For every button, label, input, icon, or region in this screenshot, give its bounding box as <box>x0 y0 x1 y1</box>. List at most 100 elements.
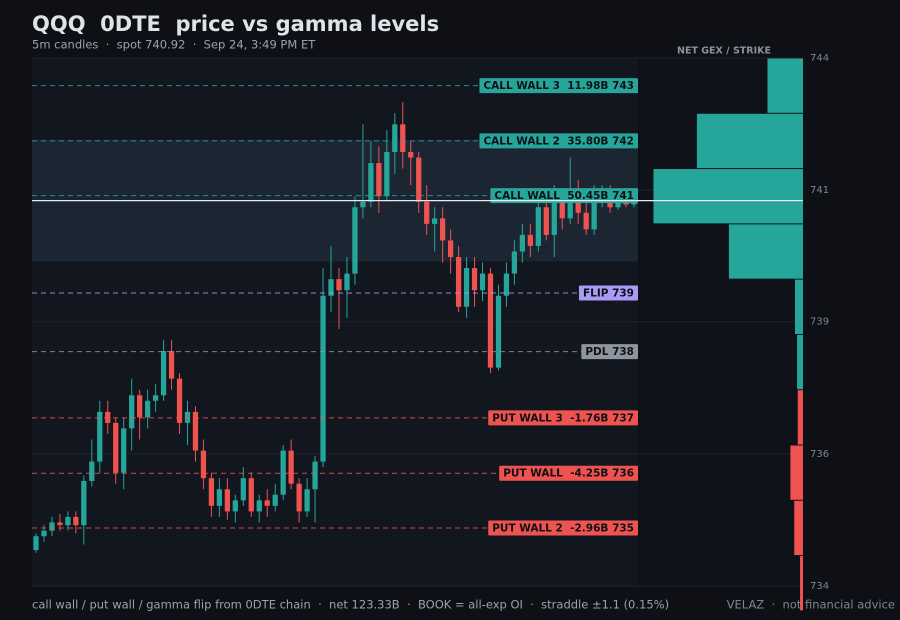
candle-body <box>113 422 119 473</box>
gex-bar <box>728 224 803 279</box>
candle-body <box>471 268 478 291</box>
gex-title: NET GEX / STRIKE <box>677 46 771 57</box>
candle-body <box>551 201 557 235</box>
chart-title: QQQ 0DTE price vs gamma levels <box>32 12 439 36</box>
candle-body <box>591 196 597 230</box>
candle-body <box>400 124 406 152</box>
candle-body <box>511 251 518 274</box>
candle-body <box>152 395 159 401</box>
candle-body <box>368 163 374 202</box>
level-label: PUT WALL 2 -2.96B 735 <box>492 522 634 534</box>
candle-body <box>487 273 494 368</box>
candle-body <box>543 207 549 235</box>
candle-body <box>33 536 39 551</box>
y-tick-label: 734 <box>810 581 829 592</box>
candle-body <box>376 163 382 197</box>
gex-bar <box>794 500 803 556</box>
gex-bar <box>797 334 803 390</box>
candle-body <box>129 395 135 429</box>
candle-body <box>200 450 207 479</box>
candle-body <box>248 478 254 512</box>
chart-subtitle: 5m candles · spot 740.92 · Sep 24, 3:49 … <box>32 38 316 52</box>
gex-bar <box>790 445 803 500</box>
candle-body <box>432 218 438 224</box>
footer: call wall / put wall / gamma flip from 0… <box>32 598 669 612</box>
candle-body <box>41 530 47 537</box>
candle-body <box>479 273 486 291</box>
candle-body <box>559 201 565 219</box>
candle-body <box>144 400 151 418</box>
candle-body <box>208 478 215 506</box>
candle-body <box>89 461 95 481</box>
candle-body <box>455 257 462 307</box>
candle-body <box>280 450 286 495</box>
candle-body <box>447 240 454 258</box>
candle-body <box>336 279 342 291</box>
candle-body <box>535 207 541 246</box>
level-label-box <box>499 465 638 481</box>
level-label-box <box>490 188 638 204</box>
level-label: CALL WALL 3 11.98B 743 <box>483 80 634 92</box>
y-tick-label: 741 <box>810 185 829 196</box>
candle-body <box>463 268 470 307</box>
candle-body <box>527 234 533 246</box>
level-label: PUT WALL -4.25B 736 <box>503 468 634 480</box>
gex-bar <box>800 556 803 611</box>
level-label-box <box>488 520 638 536</box>
candle-body <box>567 190 573 219</box>
candle-body <box>424 201 430 224</box>
candle-body <box>583 212 589 230</box>
candle-body <box>81 480 87 526</box>
candle-body <box>519 234 526 252</box>
candle-body <box>224 489 230 512</box>
candle-body <box>121 428 127 473</box>
candle-body <box>296 483 302 512</box>
candle-body <box>312 461 318 490</box>
candle-body <box>503 273 510 296</box>
level-label-box <box>581 344 638 360</box>
level-label-box <box>578 285 638 301</box>
level-label: PUT WALL 3 -1.76B 737 <box>492 412 634 424</box>
candle-body <box>440 218 446 241</box>
gex-bar <box>767 58 803 113</box>
y-tick-label: 736 <box>810 449 829 460</box>
candle-body <box>352 207 358 274</box>
candle-body <box>304 489 310 512</box>
candle-body <box>65 516 71 526</box>
candle-body <box>416 157 422 202</box>
candle-body <box>232 500 238 512</box>
candle-body <box>137 395 143 418</box>
gex-bar <box>696 113 803 169</box>
candle-body <box>105 411 111 423</box>
candle-body <box>184 411 191 423</box>
gex-bar <box>794 279 803 334</box>
level-label: PDL 738 <box>585 346 634 358</box>
level-label-box <box>479 133 638 149</box>
candle-body <box>256 500 262 512</box>
level-label-box <box>479 78 638 94</box>
candle-body <box>320 295 326 462</box>
candle-body <box>272 494 278 506</box>
level-label: CALL WALL 2 35.80B 742 <box>483 135 634 147</box>
candle-body <box>168 351 175 379</box>
candle-body <box>360 201 366 208</box>
candle-body <box>176 378 183 423</box>
level-label: CALL WALL 50.45B 741 <box>494 190 634 202</box>
candle-body <box>73 516 79 526</box>
y-tick-label: 739 <box>810 317 829 328</box>
gex-bar <box>653 169 803 224</box>
candle-body <box>288 450 294 484</box>
candle-body <box>495 295 502 368</box>
footer-right: VELAZ · not financial advice <box>727 598 895 612</box>
gex-bar <box>797 390 803 445</box>
candle-body <box>49 522 55 531</box>
candle-body <box>384 151 390 197</box>
candle-body <box>216 489 223 506</box>
level-label: FLIP 739 <box>583 287 634 299</box>
candle-body <box>408 151 414 158</box>
candle-body <box>97 411 103 462</box>
candle-body <box>264 500 270 506</box>
candle-body <box>392 124 398 152</box>
